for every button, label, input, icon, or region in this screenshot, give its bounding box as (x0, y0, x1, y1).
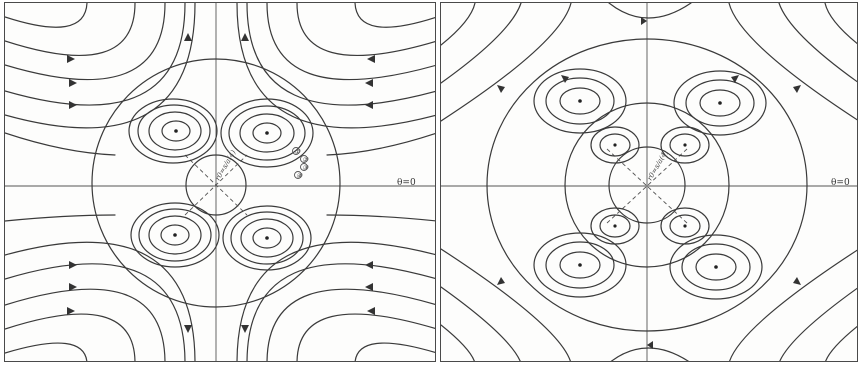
vortex-cell-inner-top-right (660, 126, 710, 164)
vortex-cell-inner-bottom-right (660, 207, 710, 245)
vortex-cell-bottom-left (130, 202, 220, 268)
right-streamline-panel: r0=s/a(4) θ=0 (440, 2, 858, 362)
vortex-cell-inner-bottom-left (590, 207, 640, 245)
theta-zero-label: θ=0 (397, 178, 416, 188)
vortex-cell-outer-bottom-left (533, 232, 627, 298)
diagonal-dashed-line (184, 154, 248, 216)
vortex-cell-bottom-right (222, 205, 312, 271)
vortex-cell-inner-top-left (590, 126, 640, 164)
inner-cylinder-circle (185, 154, 247, 216)
middle-boundary-circle (564, 102, 730, 268)
right-streamline-diagram: r0=s/a(4) θ=0 (441, 3, 857, 361)
left-streamline-panel: ① ② ③ ④ (4, 2, 436, 362)
marker-label-1: ① (294, 148, 301, 156)
outer-streamlines (5, 3, 435, 361)
radius-annotation: r0=s/a(4) (214, 149, 238, 182)
marker-label-3: ③ (302, 164, 309, 172)
vortex-cell-outer-top-right (673, 70, 767, 136)
left-streamline-diagram: ① ② ③ ④ (5, 3, 435, 361)
vortex-cell-outer-top-left (533, 68, 627, 134)
vortex-cell-top-left (128, 98, 218, 164)
radius-annotation: r0=s/a(4) (646, 149, 670, 182)
outer-boundary-circle (91, 58, 341, 308)
vortex-cell-top-right (220, 98, 314, 168)
numbered-markers: ① ② ③ ④ (292, 147, 309, 180)
theta-zero-label: θ=0 (831, 178, 850, 188)
flow-arrowheads (67, 33, 375, 333)
outer-boundary-circle (486, 38, 808, 332)
marker-label-4: ④ (296, 172, 303, 180)
flow-arrowheads (497, 17, 801, 349)
vortex-cell-outer-bottom-right (669, 234, 763, 300)
outer-streamlines (441, 3, 857, 361)
inner-cylinder-circle (608, 146, 686, 224)
marker-label-2: ② (302, 156, 309, 164)
